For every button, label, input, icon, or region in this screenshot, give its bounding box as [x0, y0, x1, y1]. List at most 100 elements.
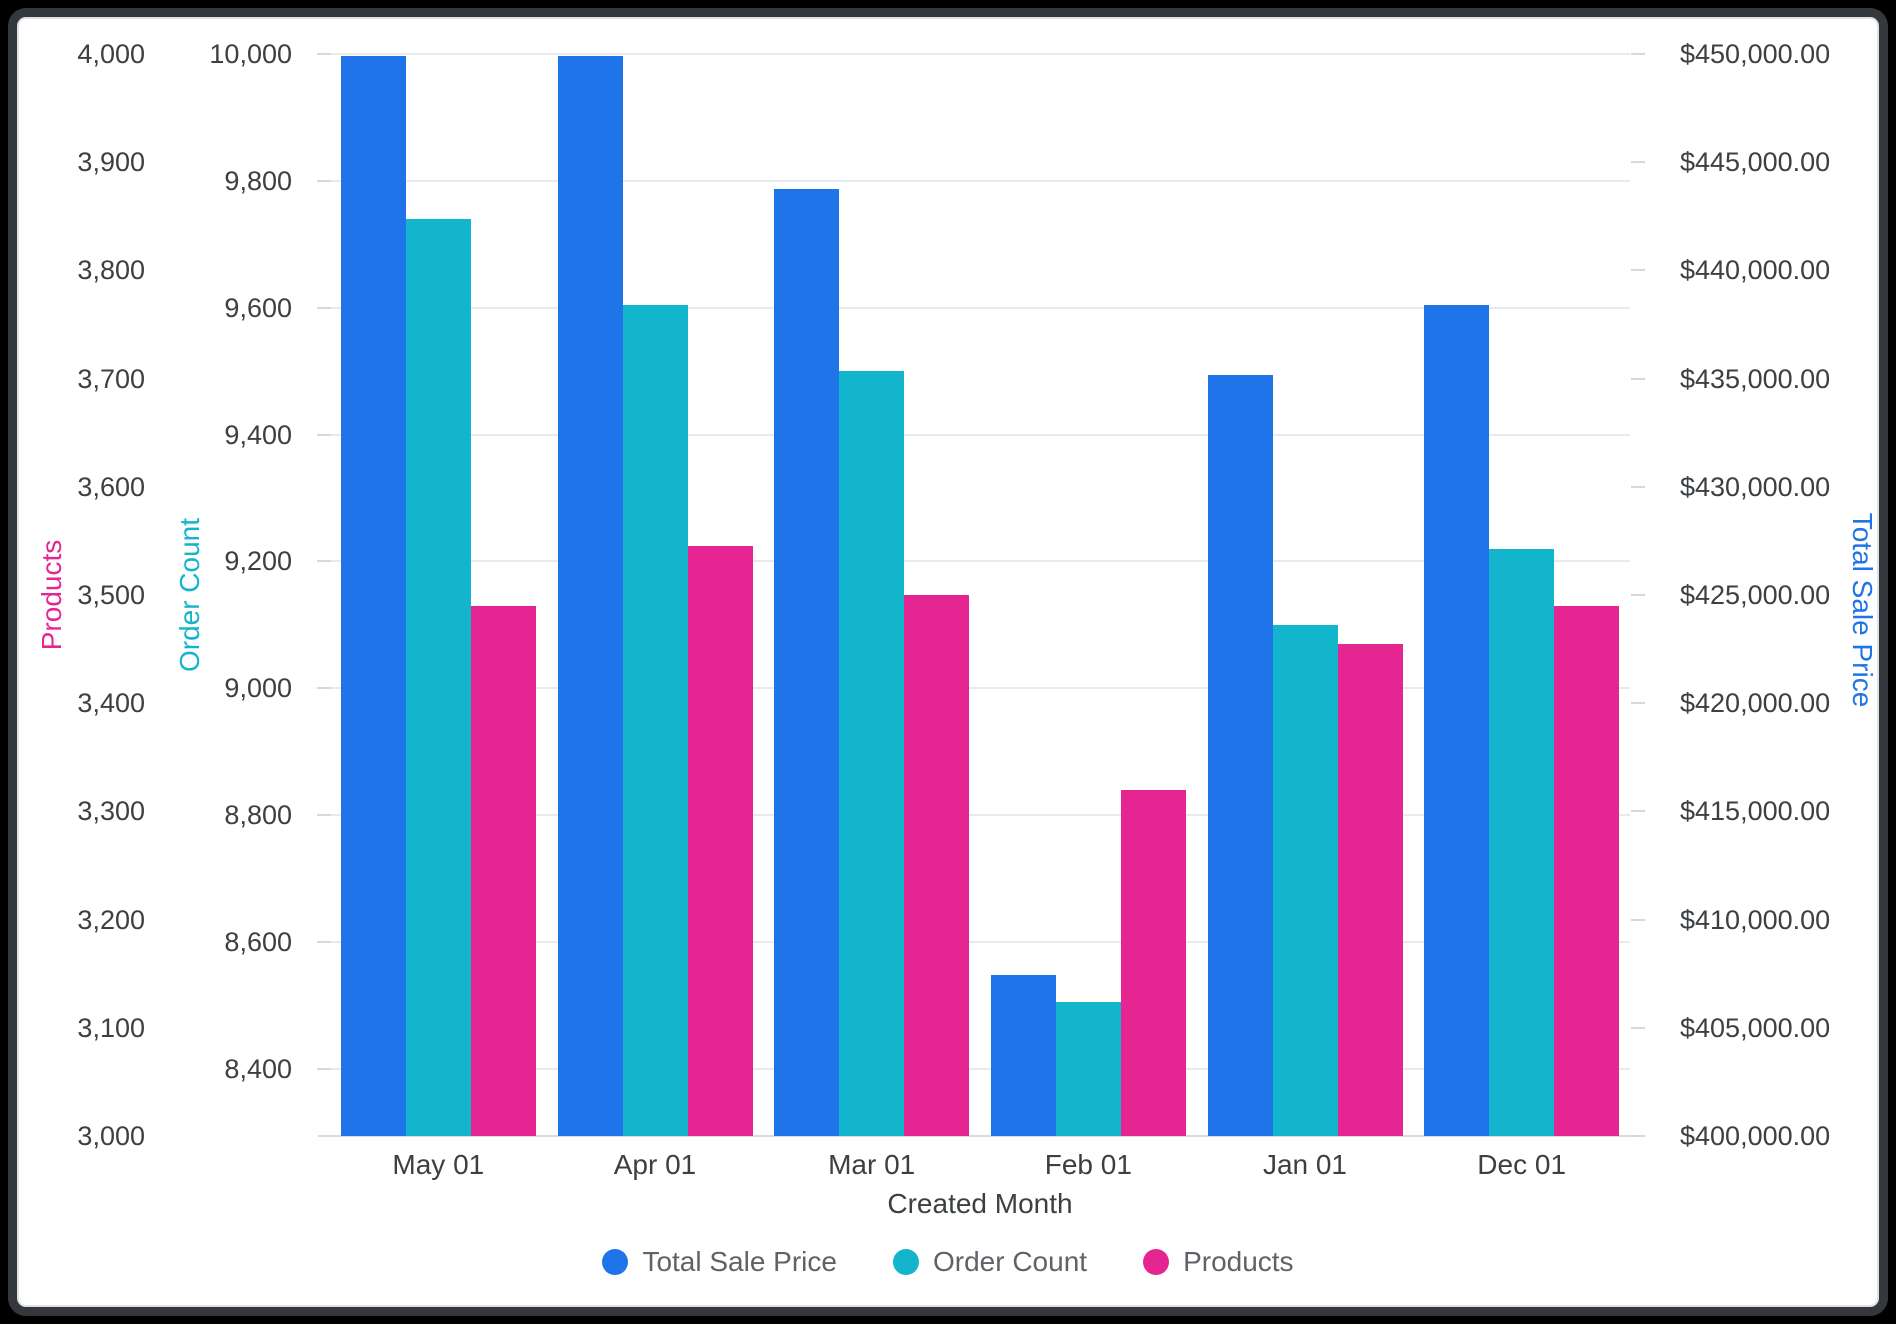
gridline: [330, 179, 1630, 182]
total-sale-price-axis-tick: $420,000.00: [1680, 688, 1831, 719]
products-axis-tick: 3,600: [77, 471, 145, 502]
products-axis-tick: 4,000: [77, 39, 145, 69]
products-axis-tick: 3,800: [77, 255, 145, 286]
plot-area: [330, 53, 1630, 1136]
money-axis-tick-mark: [1631, 161, 1645, 164]
money-axis-tick-mark: [1631, 918, 1645, 921]
order-axis-tick-mark: [317, 560, 331, 563]
money-axis-tick-mark: [1631, 1026, 1645, 1029]
products-axis-tick: 3,000: [77, 1121, 145, 1151]
y-axis-title-products: Products: [36, 539, 67, 651]
money-axis-tick-mark: [1631, 810, 1645, 813]
order-count-axis-tick: 8,800: [224, 800, 292, 831]
bar-order-count[interactable]: [622, 304, 688, 1136]
x-axis-category-label: Mar 01: [828, 1149, 916, 1180]
x-axis-title: Created Month: [887, 1188, 1073, 1219]
bar-total-sale-price[interactable]: [1424, 305, 1490, 1136]
x-axis-category-label: Dec 01: [1477, 1149, 1567, 1180]
legend-label: Total Sale Price: [642, 1246, 837, 1277]
total-sale-price-axis-tick: $445,000.00: [1680, 147, 1831, 178]
legend-item-products[interactable]: Products: [1143, 1246, 1294, 1278]
total-sale-price-axis-tick: $415,000.00: [1680, 796, 1831, 827]
order-axis-tick-mark: [317, 179, 331, 182]
products-axis-tick: 3,500: [77, 580, 145, 610]
order-count-axis-tick: 9,800: [224, 165, 292, 196]
gridline: [330, 53, 1630, 55]
bar-products[interactable]: [904, 595, 970, 1136]
total-sale-price-axis-tick: $435,000.00: [1680, 363, 1831, 394]
total-sale-price-axis-tick: $430,000.00: [1680, 471, 1831, 502]
order-count-axis-tick: 9,400: [224, 419, 292, 450]
bar-total-sale-price[interactable]: [774, 189, 840, 1136]
order-count-axis-tick: 8,400: [224, 1053, 292, 1084]
bar-order-count[interactable]: [405, 218, 471, 1136]
order-axis-tick-mark: [317, 53, 331, 55]
products-axis-tick: 3,400: [77, 688, 145, 719]
x-axis-category-label: Jan 01: [1262, 1149, 1348, 1180]
order-axis-tick-mark: [317, 687, 331, 690]
money-axis-tick-mark: [1631, 702, 1645, 705]
products-axis-tick: 3,900: [77, 147, 145, 178]
bar-products[interactable]: [1120, 789, 1186, 1136]
money-axis-tick-mark: [1631, 377, 1645, 380]
bar-products[interactable]: [1554, 605, 1620, 1136]
y-axis-title-order-count: Order Count: [174, 517, 205, 673]
x-axis-category-label: Feb 01: [1044, 1149, 1132, 1180]
money-axis-tick-mark: [1631, 1135, 1645, 1137]
order-axis-tick-mark: [317, 940, 331, 943]
order-count-axis-tick: 9,000: [224, 673, 292, 704]
bar-order-count[interactable]: [1272, 624, 1338, 1136]
legend-label: Products: [1183, 1246, 1294, 1277]
gridline: [330, 306, 1630, 309]
bar-total-sale-price[interactable]: [340, 56, 406, 1136]
legend-color-dot: [892, 1249, 919, 1275]
bar-total-sale-price[interactable]: [990, 974, 1056, 1136]
x-axis-baseline: [318, 1135, 1644, 1137]
gridline: [330, 687, 1630, 690]
products-axis-tick: 3,100: [77, 1012, 145, 1043]
legend-color-dot: [1143, 1249, 1170, 1275]
bar-order-count[interactable]: [1489, 548, 1555, 1136]
x-axis-category-label: Apr 01: [613, 1149, 697, 1180]
legend: Total Sale Price Order Count Products: [0, 1246, 1896, 1278]
money-axis-tick-mark: [1631, 594, 1645, 596]
products-axis-tick: 3,300: [77, 796, 145, 827]
legend-item-order-count[interactable]: Order Count: [892, 1246, 1088, 1278]
order-count-axis-tick: 9,600: [224, 292, 292, 323]
products-axis-tick: 3,200: [77, 904, 145, 935]
order-axis-tick-mark: [317, 306, 331, 309]
total-sale-price-axis-tick: $450,000.00: [1680, 39, 1831, 69]
y-axis-title-total-sale-price: Total Sale Price: [1847, 512, 1878, 708]
bar-products[interactable]: [687, 546, 753, 1136]
total-sale-price-axis-tick: $405,000.00: [1680, 1012, 1831, 1043]
money-axis-tick-mark: [1631, 53, 1645, 55]
money-axis-tick-mark: [1631, 269, 1645, 272]
legend-label: Order Count: [932, 1246, 1088, 1277]
gridline: [330, 433, 1630, 436]
bar-total-sale-price[interactable]: [557, 56, 623, 1136]
bar-order-count[interactable]: [839, 371, 905, 1136]
gridline: [330, 1067, 1630, 1070]
x-axis-category-label: May 01: [392, 1149, 485, 1180]
money-axis-tick-mark: [1631, 485, 1645, 488]
gridline: [330, 814, 1630, 817]
bar-order-count[interactable]: [1055, 1002, 1121, 1136]
order-count-axis-tick: 10,000: [209, 39, 292, 69]
total-sale-price-axis-tick: $440,000.00: [1680, 255, 1831, 286]
legend-color-dot: [602, 1249, 629, 1275]
products-axis-tick: 3,700: [77, 363, 145, 394]
order-count-axis-tick: 8,600: [224, 926, 292, 957]
bar-products[interactable]: [470, 605, 536, 1136]
total-sale-price-axis-tick: $425,000.00: [1680, 580, 1831, 610]
order-axis-tick-mark: [317, 433, 331, 436]
legend-item-total-sale-price[interactable]: Total Sale Price: [602, 1246, 837, 1278]
bar-total-sale-price[interactable]: [1207, 375, 1273, 1136]
total-sale-price-axis-tick: $410,000.00: [1680, 904, 1831, 935]
order-axis-tick-mark: [317, 1067, 331, 1070]
total-sale-price-axis-tick: $400,000.00: [1680, 1121, 1831, 1151]
gridline: [330, 940, 1630, 943]
gridline: [330, 560, 1630, 563]
order-count-axis-tick: 9,200: [224, 546, 292, 577]
order-axis-tick-mark: [317, 814, 331, 817]
bar-products[interactable]: [1337, 643, 1403, 1136]
